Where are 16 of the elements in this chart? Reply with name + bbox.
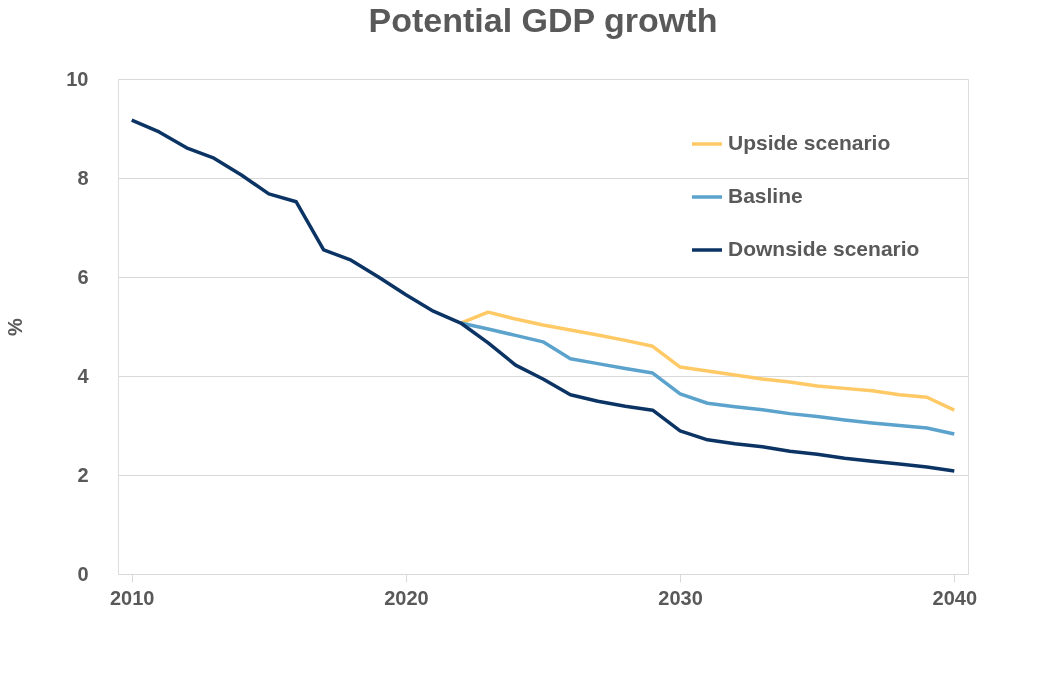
- x-tick-label: 2040: [932, 586, 978, 609]
- x-tick-label: 2010: [109, 586, 155, 609]
- x-tick-label: 2020: [384, 586, 429, 609]
- y-tick-label: 6: [77, 265, 89, 288]
- chart-title: Potential GDP growth: [368, 1, 718, 39]
- legend-label: Downside scenario: [728, 237, 920, 260]
- y-tick-label: 10: [66, 67, 89, 90]
- legend-label: Upside scenario: [728, 131, 891, 154]
- y-tick-label: 4: [77, 364, 90, 387]
- y-axis-title: %: [4, 317, 27, 336]
- x-tick-label: 2030: [658, 586, 703, 609]
- line-series: [129, 118, 957, 473]
- y-tick-label: 0: [77, 562, 89, 585]
- y-tick-label: 2: [77, 463, 89, 486]
- y-tick-label: 8: [77, 166, 89, 189]
- legend-label: Basline: [728, 184, 803, 207]
